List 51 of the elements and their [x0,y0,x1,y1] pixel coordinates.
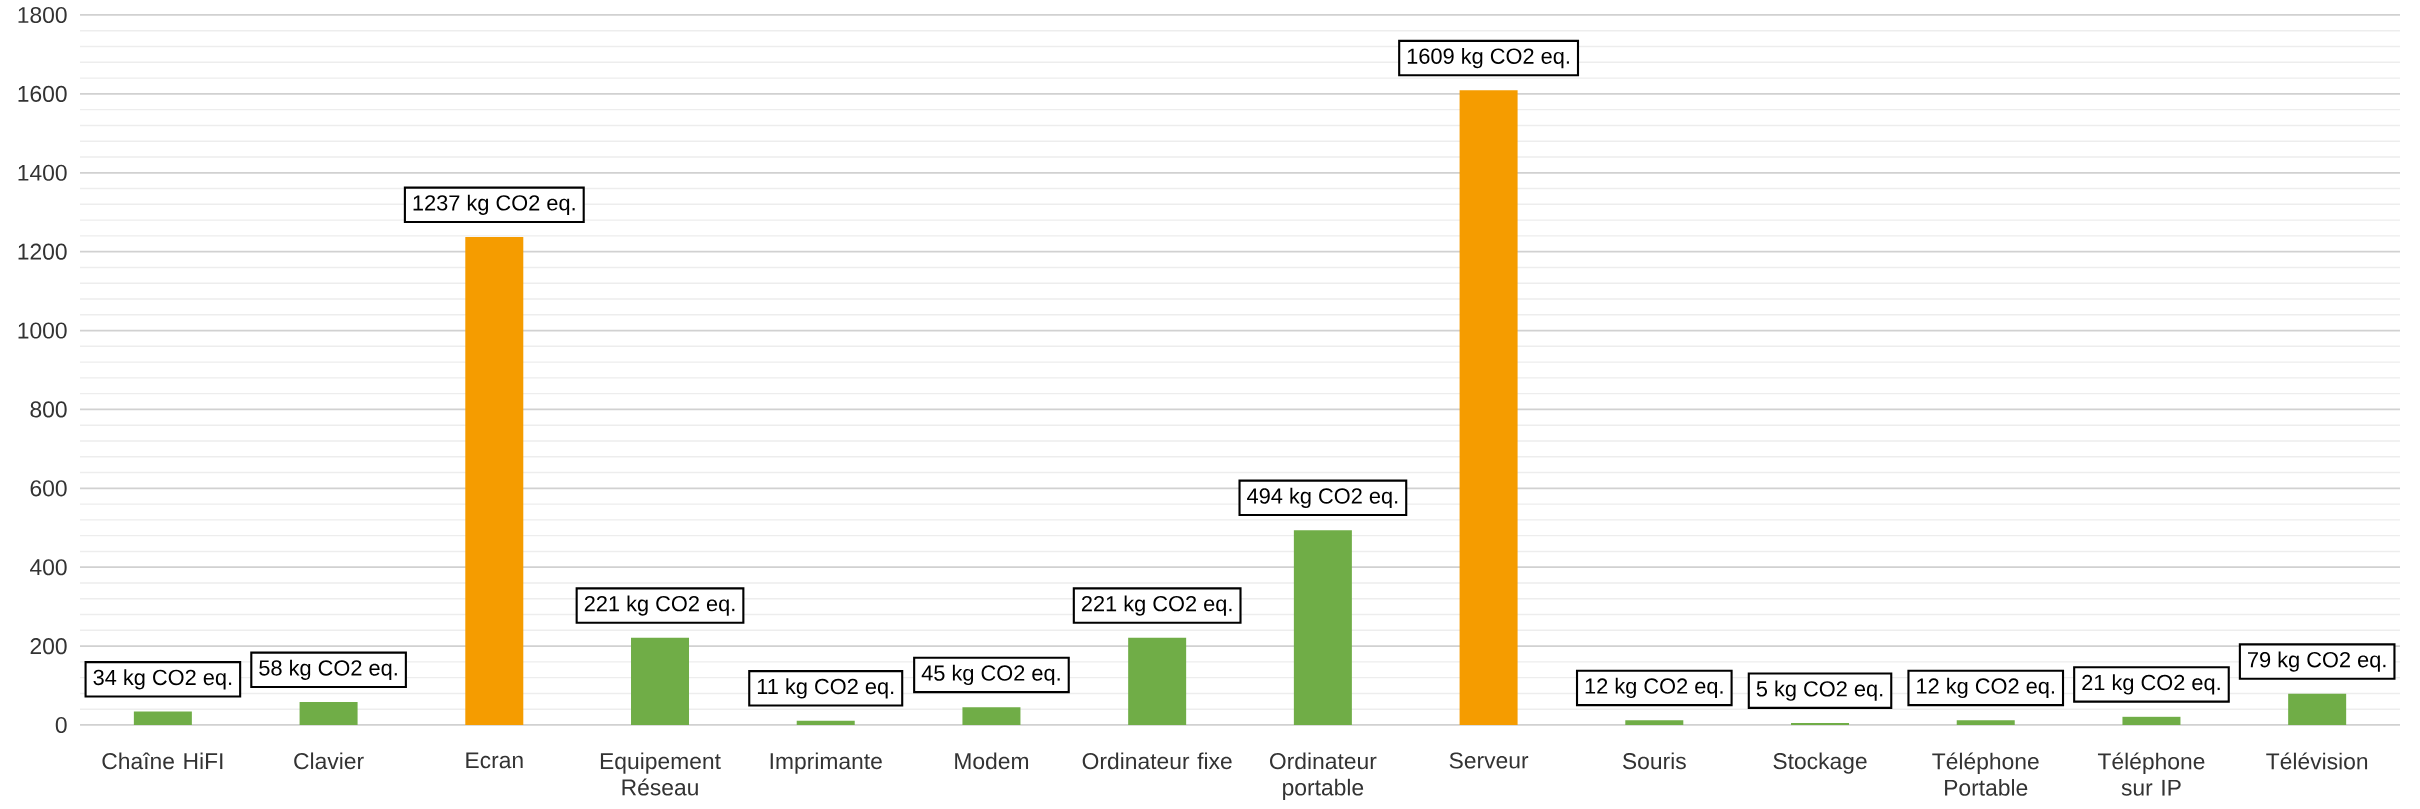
y-tick-label: 400 [30,559,67,576]
x-tick-label: Equipement Réseau [600,752,721,796]
y-tick-label: 1800 [18,6,67,24]
y-tick-label: 600 [30,480,67,497]
data-label: 1609 kg CO2 eq. [1407,47,1569,69]
bar [631,637,690,725]
x-tick-label: Ordinateur fixe [1082,752,1232,770]
bar [2288,693,2347,725]
x-tick-label: Souris [1622,752,1686,770]
x-tick-label: Modem [955,752,1029,770]
data-label: 221 kg CO2 eq. [1081,595,1232,616]
y-tick-label: 1200 [18,243,67,260]
y-tick-label: 800 [30,401,67,418]
data-label: 494 kg CO2 eq. [1247,487,1398,508]
data-label: 12 kg CO2 eq. [1917,677,2054,699]
data-label: 5 kg CO2 eq. [1756,680,1883,701]
x-tick-label: Serveur [1449,752,1529,769]
x-tick-label: Téléphone sur IP [2097,752,2205,796]
bar [1128,637,1187,725]
data-label: 79 kg CO2 eq. [2248,651,2386,672]
x-tick-label: Ecran [466,752,523,769]
y-tick-label: 0 [55,716,67,734]
x-tick-label: Stockage [1773,752,1867,774]
data-label: 12 kg CO2 eq. [1585,677,1723,699]
bar [1459,90,1518,725]
y-tick-label: 1600 [18,85,67,102]
bar [962,707,1021,725]
x-tick-label: Imprimante [770,752,882,774]
x-tick-label: Clavier [294,752,364,770]
y-tick-label: 1000 [18,322,67,339]
x-tick-label: Télévision [2266,752,2368,770]
data-label: 11 kg CO2 eq. [757,678,894,699]
bar [2122,716,2181,725]
bar [1625,720,1684,725]
bar [1956,720,2015,725]
x-tick-label: Téléphone Portable [1932,752,2039,796]
x-tick-label: Chaîne HiFI [102,752,223,770]
bar [133,711,192,725]
y-tick-label: 1400 [18,164,67,181]
bar [465,237,524,725]
bar [796,720,855,725]
data-label: 34 kg CO2 eq. [93,669,232,690]
data-label: 21 kg CO2 eq. [2082,674,2220,695]
data-label: 221 kg CO2 eq. [584,595,735,616]
bar [1293,530,1352,725]
y-tick-label: 200 [30,638,67,655]
data-label: 45 kg CO2 eq. [921,664,1060,686]
x-tick-label: Ordinateur portable [1270,752,1377,801]
data-label: 58 kg CO2 eq. [259,659,397,680]
data-label: 1237 kg CO2 eq. [413,194,575,215]
bar [299,702,358,725]
